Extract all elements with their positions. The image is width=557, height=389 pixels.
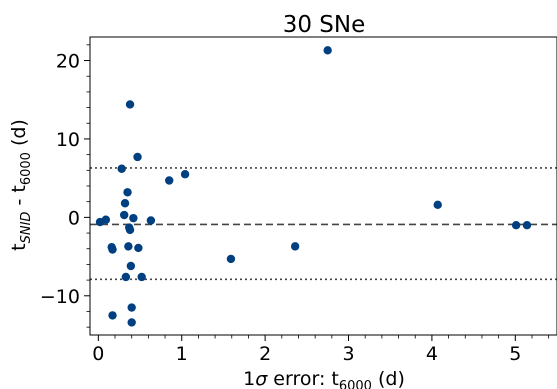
data-point-3	[108, 245, 117, 254]
data-point-28	[511, 221, 521, 230]
y-tick-label-1: 0	[68, 207, 80, 229]
data-point-24	[226, 254, 236, 264]
data-point-25	[290, 242, 300, 251]
data-point-17	[129, 213, 138, 223]
data-point-1	[101, 215, 111, 224]
data-point-15	[127, 303, 136, 312]
plot-frame	[89, 36, 557, 336]
data-point-23	[180, 170, 190, 179]
x-tick-label-1: 1	[176, 343, 188, 365]
data-point-6	[119, 210, 129, 220]
y-axis-label: tSNID - t6000 (d)	[8, 119, 34, 251]
data-point-8	[121, 272, 131, 282]
data-point-14	[126, 261, 136, 271]
x-tick-label-4: 4	[426, 343, 438, 365]
data-point-22	[165, 176, 174, 185]
plot-area: 0 1 2 3 4 5 −10 0 10 20	[40, 36, 557, 365]
data-point-9	[123, 188, 132, 197]
data-point-5	[117, 164, 126, 173]
data-point-27	[433, 200, 442, 210]
y-tick-label-3: 20	[56, 51, 80, 73]
data-point-29	[522, 221, 532, 230]
data-point-7	[120, 199, 130, 208]
x-tick-label-2: 2	[259, 343, 271, 365]
y-tick-label-2: 10	[56, 129, 80, 151]
data-point-16	[127, 318, 136, 327]
x-tick-label-3: 3	[342, 343, 354, 365]
data-point-10	[124, 242, 133, 251]
data-point-26	[323, 46, 332, 55]
x-tick-label-5: 5	[509, 343, 521, 365]
data-point-18	[133, 152, 142, 162]
data-point-21	[146, 216, 156, 225]
data-point-13	[125, 100, 135, 109]
data-point-12	[125, 225, 135, 235]
data-point-20	[137, 272, 146, 282]
x-tick-label-0: 0	[92, 343, 104, 365]
y-tick-label-0: −10	[40, 286, 80, 308]
x-axis-label: 1σ error: t6000 (d)	[243, 368, 405, 389]
chart-title: 30 SNe	[283, 12, 366, 38]
data-point-19	[134, 243, 143, 253]
data-point-4	[108, 311, 117, 320]
